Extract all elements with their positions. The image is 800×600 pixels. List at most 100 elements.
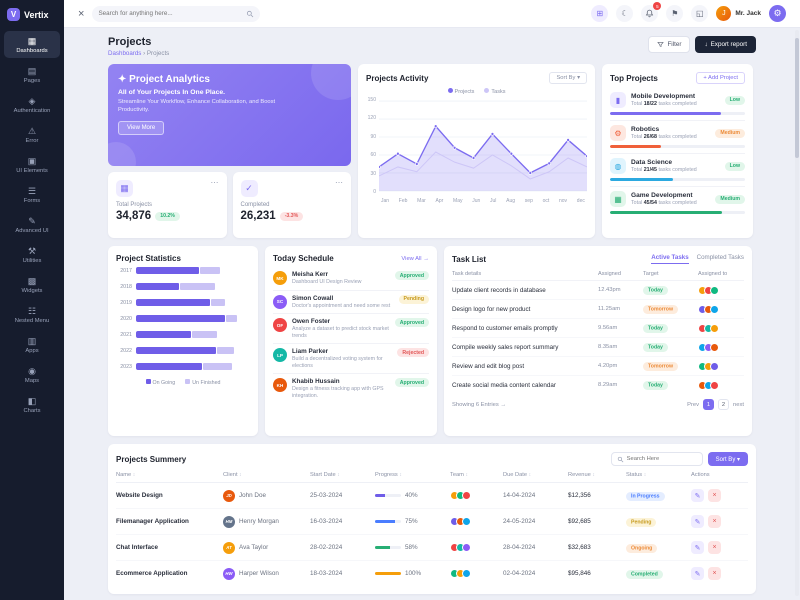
summary-sort-button[interactable]: Sort By ▾: [707, 452, 748, 466]
sort-icon[interactable]: ↕: [592, 472, 595, 478]
edit-button[interactable]: ✎: [691, 515, 704, 528]
apps-grid-icon[interactable]: ⊞: [591, 5, 609, 22]
sort-icon[interactable]: ↕: [239, 472, 242, 478]
sidebar: V Vertix ▦ Dashboards ▤ Pages ◈ Authenticat…: [0, 0, 64, 600]
status-badge: Pending: [626, 517, 657, 527]
delete-button[interactable]: ×: [708, 567, 721, 580]
sidebar-item-advanced-ui[interactable]: ✎ Advanced UI: [4, 211, 60, 238]
pagination-page-1[interactable]: 1: [703, 399, 715, 410]
widgets-icon: ▩: [27, 276, 37, 286]
stat-delta-badge: -3.3%: [279, 211, 304, 221]
tab-completed-tasks[interactable]: Completed Tasks: [696, 254, 744, 261]
sidebar-item-authentication[interactable]: ◈ Authentication: [4, 91, 60, 118]
sidebar-item-label: Nested Menu: [14, 318, 50, 324]
forms-icon: ☰: [27, 186, 37, 196]
more-menu-icon[interactable]: ⋯: [210, 178, 219, 187]
schedule-item: SC Simon Cowall Doctor's appointment and …: [273, 291, 429, 315]
avatar: J: [716, 6, 732, 21]
filter-button[interactable]: Filter: [648, 36, 691, 53]
sidebar-item-label: Pages: [23, 78, 41, 84]
team-avatars: [450, 569, 500, 578]
stat-value: 34,876: [116, 210, 152, 222]
assignee-avatars: [698, 323, 744, 333]
sort-icon[interactable]: ↕: [643, 472, 647, 478]
avatar: HM: [223, 515, 235, 528]
progress-bar: [610, 145, 745, 148]
pagination-next[interactable]: next: [733, 401, 744, 408]
summary-title: Projects Summery: [116, 454, 187, 464]
sidebar-item-nested-menu[interactable]: ☷ Nested Menu: [4, 301, 60, 328]
edit-button[interactable]: ✎: [691, 489, 704, 502]
search-input[interactable]: [98, 10, 243, 17]
export-report-button[interactable]: ↓ Export report: [695, 36, 756, 53]
add-project-button[interactable]: + Add Project: [696, 72, 745, 84]
summary-search: [610, 452, 703, 466]
top-project-row: ▦ Game Development Total 45/54 tasks com…: [610, 187, 745, 219]
sort-by-button[interactable]: Sort By ▾: [549, 72, 587, 84]
brand-logo[interactable]: V Vertix: [0, 0, 64, 31]
game-development-icon: ▦: [610, 191, 626, 207]
sidebar-item-maps[interactable]: ◉ Maps: [4, 361, 60, 388]
theme-moon-icon[interactable]: ☾: [616, 5, 634, 22]
schedule-item: LP Liam Parker Build a decentralized voti…: [273, 344, 429, 375]
entries-summary[interactable]: Showing 6 Entries →: [452, 401, 507, 408]
sort-icon[interactable]: ↕: [337, 472, 340, 478]
task-row: Update client records in database 12.43pm…: [452, 281, 744, 300]
view-all-link[interactable]: View All →: [401, 255, 429, 262]
sidebar-item-utilities[interactable]: ⚒ Utilities: [4, 241, 60, 268]
summary-table-header: Name ↕ Client ↕ Start Date ↕ Progress ↕ …: [116, 472, 748, 483]
global-search: [92, 5, 261, 22]
map-icon: ◉: [28, 366, 36, 376]
delete-button[interactable]: ×: [708, 541, 721, 554]
tab-active-tasks[interactable]: Active Tasks: [651, 254, 689, 264]
view-more-button[interactable]: View More: [118, 120, 165, 135]
sidebar-item-forms[interactable]: ☰ Forms: [4, 181, 60, 208]
analytics-left-column: ✦ Project Analytics All of Your Projects…: [108, 64, 351, 238]
error-icon: ⚠: [27, 126, 37, 136]
avatar: HW: [223, 567, 235, 580]
fullscreen-icon[interactable]: ◱: [691, 5, 709, 22]
notifications-bell-icon[interactable]: 5: [641, 2, 662, 22]
sort-icon[interactable]: ↕: [132, 472, 136, 478]
table-row: Ecommerce Application HW Harper Wilson 18…: [116, 561, 748, 586]
more-menu-icon[interactable]: ⋯: [335, 178, 343, 187]
sort-icon[interactable]: ↕: [465, 472, 469, 478]
summary-search-input[interactable]: [626, 456, 697, 462]
task-table-footer: Showing 6 Entries → Prev 1 2 next: [452, 399, 744, 410]
sidebar-item-pages[interactable]: ▤ Pages: [4, 61, 60, 88]
team-avatars: [450, 517, 500, 526]
pagination-prev[interactable]: Prev: [687, 401, 700, 408]
legend-dot: [447, 88, 453, 93]
user-menu[interactable]: J Mr. Jack: [716, 6, 761, 21]
delete-button[interactable]: ×: [708, 489, 721, 502]
scrollbar[interactable]: [795, 30, 799, 596]
flag-icon[interactable]: ⚑: [666, 5, 684, 22]
sidebar-item-error[interactable]: ⚠ Error: [4, 121, 60, 148]
notification-count-badge: 5: [653, 2, 662, 10]
breadcrumb-home[interactable]: Dashboards: [108, 50, 142, 57]
sort-icon[interactable]: ↕: [528, 472, 532, 478]
pages-icon: ▤: [27, 66, 37, 76]
pagination-page-2[interactable]: 2: [718, 399, 730, 410]
sort-icon[interactable]: ↕: [399, 472, 402, 478]
edit-button[interactable]: ✎: [691, 541, 704, 554]
brand-logo-icon: V: [7, 8, 20, 21]
sidebar-item-ui-elements[interactable]: ▣ UI Elements: [4, 151, 60, 178]
project-name: Mobile Development: [631, 93, 696, 100]
priority-badge: Low: [724, 161, 745, 171]
scrollbar-thumb[interactable]: [795, 38, 799, 158]
legend-swatch: [185, 379, 191, 384]
table-row: Website Design JD John Doe 25-03-2024 40%…: [116, 483, 748, 509]
edit-button[interactable]: ✎: [691, 567, 704, 580]
delete-button[interactable]: ×: [708, 515, 721, 528]
settings-gear-icon[interactable]: ⚙: [769, 5, 786, 22]
sidebar-item-charts[interactable]: ◧ Charts: [4, 391, 60, 418]
row-details: Project Statistics 2017 2018 2019 2020 2…: [108, 246, 756, 436]
sidebar-item-widgets[interactable]: ▩ Widgets: [4, 271, 60, 298]
sidebar-item-dashboards[interactable]: ▦ Dashboards: [4, 31, 60, 58]
sidebar-item-apps[interactable]: ▥ Apps: [4, 331, 60, 358]
sidebar-nav: ▦ Dashboards ▤ Pages ◈ Authentication ⚠ Erro…: [0, 31, 64, 418]
sidebar-toggle-icon[interactable]: ×: [78, 7, 85, 20]
assignee-avatars: [698, 304, 744, 314]
